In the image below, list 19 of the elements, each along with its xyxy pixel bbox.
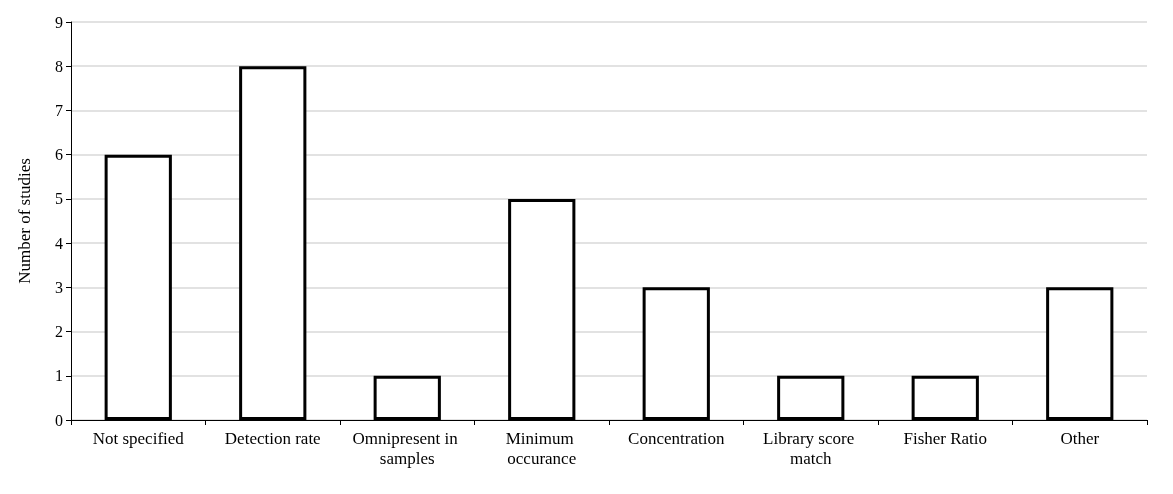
x-tick-label: Library score match [763, 428, 859, 468]
y-tick-label: 7 [55, 101, 63, 119]
x-tick-label: Omnipresent in samples [352, 428, 463, 468]
x-tick-label: Detection rate [224, 428, 321, 448]
x-tick-label: Concentration [628, 428, 725, 448]
y-tick-label: 3 [55, 278, 63, 296]
x-tick-label: Fisher Ratio [903, 428, 988, 448]
y-tick-label: 8 [55, 57, 63, 75]
y-tick-label: 6 [55, 146, 63, 164]
y-tick-label: 1 [55, 367, 63, 385]
x-tick-label: Other [1060, 428, 1100, 448]
y-tick-label: 2 [55, 323, 63, 341]
y-axis-title: Number of studies [15, 158, 34, 284]
y-tick-label: 0 [55, 411, 63, 429]
y-tick-label: 4 [55, 234, 63, 252]
y-tick-label: 9 [55, 13, 63, 31]
y-tick-label: 5 [55, 190, 63, 208]
x-tick-label: Not specified [92, 428, 185, 448]
x-tick-label: Minimum occurance [505, 428, 578, 468]
